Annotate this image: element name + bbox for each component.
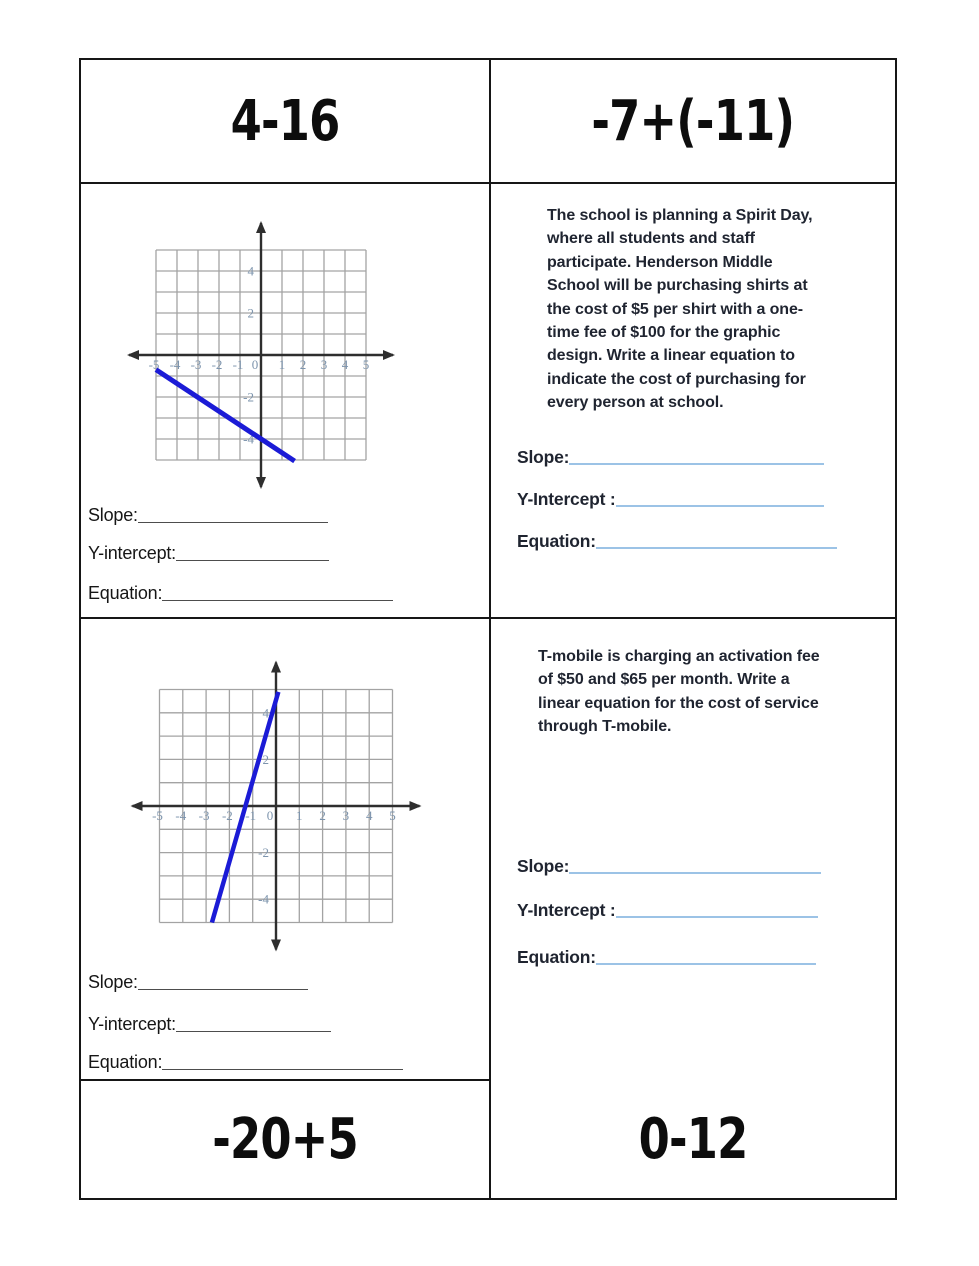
svg-text:2: 2 <box>319 808 326 823</box>
cell-word-problem-2: T-mobile is charging an activation fee o… <box>491 619 895 1081</box>
cell-expression-top-right: -7+(-11) <box>491 60 895 184</box>
svg-text:1: 1 <box>296 808 303 823</box>
y-intercept-blank-line <box>176 557 329 561</box>
slope-field: Slope: <box>88 972 308 993</box>
slope-blank-line <box>569 460 825 465</box>
equation-label: Equation: <box>88 583 163 603</box>
svg-text:4: 4 <box>263 705 270 720</box>
slope-label: Slope: <box>88 972 138 992</box>
slope-label: Slope: <box>517 856 570 876</box>
svg-text:-2: -2 <box>243 390 254 405</box>
slope-label: Slope: <box>517 447 570 467</box>
slope-field: Slope: <box>517 447 825 468</box>
y-intercept-field: Y-Intercept : <box>517 900 818 921</box>
svg-text:4: 4 <box>248 264 255 279</box>
svg-text:-4: -4 <box>175 808 186 823</box>
equation-blank-line <box>595 544 837 549</box>
y-intercept-field: Y-Intercept : <box>517 489 824 510</box>
y-intercept-field: Y-intercept: <box>88 543 329 564</box>
svg-text:0: 0 <box>267 808 274 823</box>
svg-text:-5: -5 <box>152 808 163 823</box>
svg-text:-1: -1 <box>233 357 244 372</box>
svg-text:-3: -3 <box>199 808 210 823</box>
equation-blank-line <box>162 1066 404 1070</box>
coordinate-grid-graph-2: -5 -4 -3 -2 -1 0 1 2 3 4 5 4 2 -2 -4 <box>130 660 422 952</box>
cell-expression-bottom-left: -20+5 <box>81 1081 491 1198</box>
slope-label: Slope: <box>88 505 138 525</box>
y-intercept-field: Y-intercept: <box>88 1014 331 1035</box>
expression-text: -7+(-11) <box>591 88 796 154</box>
equation-field: Equation: <box>88 583 394 604</box>
svg-text:2: 2 <box>300 357 307 372</box>
cell-graph-problem-2: -5 -4 -3 -2 -1 0 1 2 3 4 5 4 2 -2 -4 Slope: Y-intercep… <box>81 619 491 1081</box>
equation-blank-line <box>162 597 394 601</box>
expression-text: 0-12 <box>638 1107 749 1172</box>
equation-field: Equation: <box>517 531 837 552</box>
svg-text:-2: -2 <box>222 808 233 823</box>
svg-text:-4: -4 <box>170 357 181 372</box>
y-intercept-label: Y-intercept: <box>88 543 176 563</box>
worksheet-table: 4-16 -7+(-11) -5 -4 -3 -2 -1 0 1 2 3 4 5 4 2 -2 -4 Slo… <box>79 58 897 1200</box>
cell-expression-top-left: 4-16 <box>81 60 491 184</box>
equation-label: Equation: <box>517 531 596 551</box>
expression-text: -20+5 <box>212 1107 358 1172</box>
svg-text:-2: -2 <box>212 357 223 372</box>
word-problem-text: The school is planning a Spirit Day, whe… <box>547 207 813 412</box>
cell-word-problem-1: The school is planning a Spirit Day, whe… <box>491 184 895 619</box>
slope-field: Slope: <box>88 505 328 526</box>
slope-field: Slope: <box>517 856 822 877</box>
svg-text:1: 1 <box>279 357 286 372</box>
equation-blank-line <box>595 960 816 965</box>
svg-text:4: 4 <box>366 808 373 823</box>
equation-label: Equation: <box>517 947 596 967</box>
svg-text:5: 5 <box>363 357 370 372</box>
word-problem-text: T-mobile is charging an activation fee o… <box>538 648 820 736</box>
svg-text:-5: -5 <box>149 357 160 372</box>
expression-text: 4-16 <box>230 88 341 154</box>
svg-text:2: 2 <box>263 752 270 767</box>
y-intercept-blank-line <box>615 913 818 918</box>
equation-field: Equation: <box>517 947 816 968</box>
coordinate-grid-graph-1: -5 -4 -3 -2 -1 0 1 2 3 4 542-2-4 <box>127 221 395 489</box>
svg-text:-4: -4 <box>243 432 254 447</box>
svg-text:2: 2 <box>248 306 255 321</box>
y-intercept-label: Y-Intercept : <box>517 489 616 509</box>
svg-text:-1: -1 <box>245 808 256 823</box>
svg-text:0: 0 <box>252 357 259 372</box>
y-intercept-label: Y-Intercept : <box>517 900 616 920</box>
svg-text:-3: -3 <box>191 357 202 372</box>
equation-label: Equation: <box>88 1052 163 1072</box>
cell-expression-bottom-right: 0-12 <box>491 1081 895 1198</box>
slope-blank-line <box>137 986 308 990</box>
y-intercept-blank-line <box>615 502 824 507</box>
slope-blank-line <box>569 869 822 874</box>
svg-text:3: 3 <box>321 357 328 372</box>
y-intercept-blank-line <box>176 1028 331 1032</box>
svg-text:-4: -4 <box>258 892 269 907</box>
slope-blank-line <box>137 519 328 523</box>
y-intercept-label: Y-intercept: <box>88 1014 176 1034</box>
svg-text:4: 4 <box>342 357 349 372</box>
svg-text:-2: -2 <box>258 845 269 860</box>
cell-graph-problem-1: -5 -4 -3 -2 -1 0 1 2 3 4 5 4 2 -2 -4 Slope: Y-intercep… <box>81 184 491 619</box>
equation-field: Equation: <box>88 1052 404 1073</box>
svg-text:3: 3 <box>343 808 350 823</box>
svg-text:5: 5 <box>389 808 396 823</box>
